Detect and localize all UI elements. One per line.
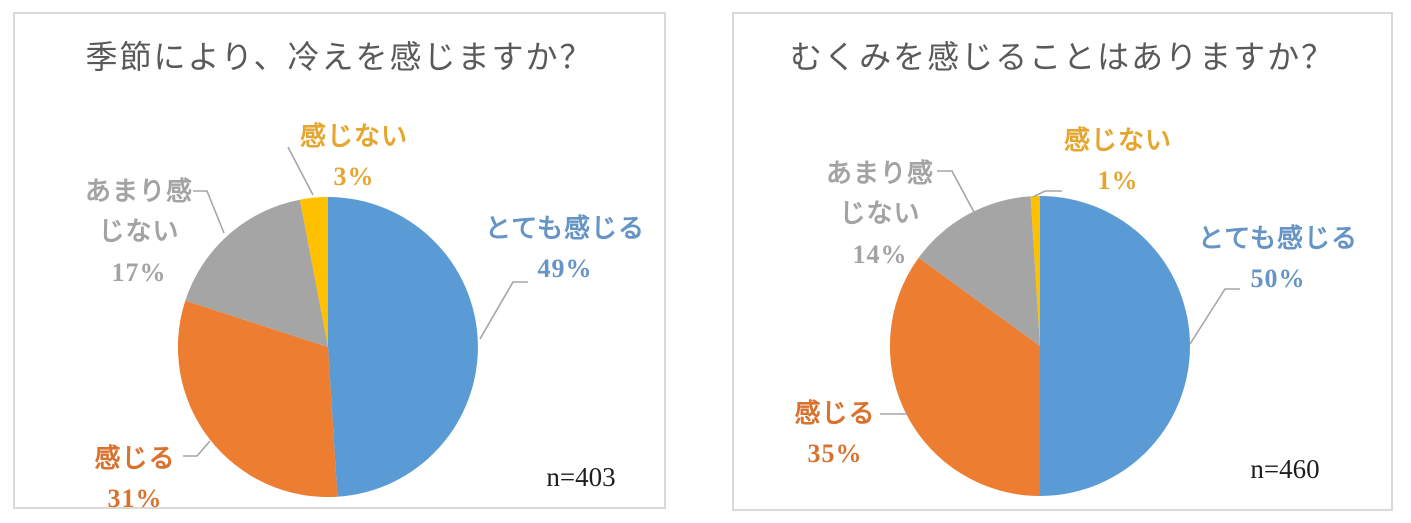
pie-label-value: 35% xyxy=(807,439,863,469)
pie-label-line: じない xyxy=(98,217,180,247)
leader-line xyxy=(479,281,528,340)
pie-slice-2 xyxy=(918,196,1040,346)
pie-label-line: とても感じる xyxy=(1198,224,1358,253)
pie-slice-0 xyxy=(328,197,478,497)
pie-label-not-feel: 感じない 1% xyxy=(1064,121,1172,202)
pie-chart xyxy=(880,170,1240,497)
pie-label-feel: 感じる 35% xyxy=(794,394,875,475)
pie-label-value: 17% xyxy=(111,257,167,287)
pie-chart xyxy=(177,146,528,497)
pie-label-not-much: あまり感 じない 17% xyxy=(85,172,193,293)
chart-panel-cold-sensitivity: 季節により、冷えを感じますか？ とても感じる 49% 感じる 31% あまり感 … xyxy=(13,12,666,513)
leader-line xyxy=(287,146,314,196)
pie-label-line: 感じる xyxy=(794,399,876,428)
pie-label-value: 31% xyxy=(107,484,163,514)
pie-slice-0 xyxy=(1040,196,1190,496)
chart-panel-swelling: むくみを感じることはありますか？ とても感じる 50% 感じる 35% あまり感… xyxy=(732,12,1393,511)
sample-size-label: n=460 xyxy=(1250,454,1320,484)
sample-size-label: n=403 xyxy=(546,462,616,492)
pie-label-not-feel: 感じない 3% xyxy=(300,117,408,198)
leader-line xyxy=(193,190,225,234)
pie-label-line: 感じない xyxy=(299,122,409,151)
pie-label-feel: 感じる 31% xyxy=(94,439,175,520)
leader-line xyxy=(937,170,976,215)
chart-title: 季節により、冷えを感じますか？ xyxy=(85,39,594,75)
pie-label-value: 3% xyxy=(333,162,375,192)
pie-label-very-much: とても感じる 49% xyxy=(485,209,645,290)
pie-label-line: あまり感 xyxy=(825,159,935,188)
pie-label-very-much: とても感じる 50% xyxy=(1198,219,1358,300)
pie-slice-1 xyxy=(177,300,338,497)
pie-label-line: 感じる xyxy=(94,444,176,473)
pie-slice-1 xyxy=(889,257,1040,497)
chart-title: むくみを感じることはありますか？ xyxy=(789,39,1336,75)
leader-line xyxy=(1189,288,1240,345)
leader-line xyxy=(1032,190,1062,198)
pie-slice-3 xyxy=(299,197,328,347)
pie-label-line: あまり感 xyxy=(84,177,194,206)
pie-label-value: 1% xyxy=(1097,166,1139,196)
leader-line xyxy=(183,440,211,457)
pie-slice-3 xyxy=(1030,196,1040,346)
pie-label-value: 14% xyxy=(852,239,908,269)
pie-label-line: とても感じる xyxy=(485,214,645,243)
pie-slice-2 xyxy=(185,199,328,347)
pie-label-value: 50% xyxy=(1250,264,1306,294)
pie-label-line: 感じない xyxy=(1063,126,1173,155)
pie-label-line: じない xyxy=(839,199,921,229)
pie-label-value: 49% xyxy=(537,254,593,284)
pie-label-not-much: あまり感 じない 14% xyxy=(826,154,934,275)
